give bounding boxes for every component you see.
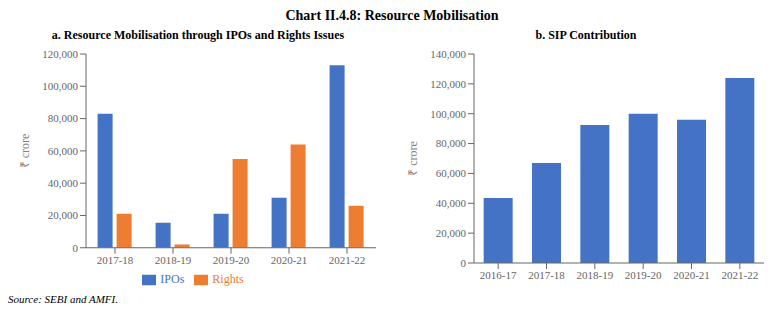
svg-text:2017-18: 2017-18 <box>528 269 565 281</box>
svg-text:60,000: 60,000 <box>48 145 79 157</box>
svg-text:₹ crore: ₹ crore <box>18 134 32 169</box>
html-text:IPOs: IPOs <box>160 271 185 286</box>
svg-text:20,000: 20,000 <box>48 209 79 221</box>
svg-text:120,000: 120,000 <box>42 48 78 60</box>
html-text:b. SIP Contribution: b. SIP Contribution <box>535 28 637 42</box>
svg-text:120,000: 120,000 <box>430 78 466 90</box>
svg-text:20,000: 20,000 <box>436 227 467 239</box>
svg-text:80,000: 80,000 <box>436 137 467 149</box>
svg-text:100,000: 100,000 <box>430 108 466 120</box>
svg-text:₹ crore: ₹ crore <box>406 141 420 176</box>
svg-text:0: 0 <box>73 242 79 254</box>
svg-text:140,000: 140,000 <box>430 48 466 60</box>
html-text:Source: SEBI and AMFI.: Source: SEBI and AMFI. <box>8 293 118 305</box>
html-text:Chart II.4.8: Resource Mobilis: Chart II.4.8: Resource Mobilisation <box>285 8 499 23</box>
svg-text:2019-20: 2019-20 <box>625 269 662 281</box>
svg-text:40,000: 40,000 <box>48 177 79 189</box>
svg-text:0: 0 <box>461 257 467 269</box>
svg-text:2020-21: 2020-21 <box>271 254 308 266</box>
svg-text:100,000: 100,000 <box>42 80 78 92</box>
svg-text:2016-17: 2016-17 <box>480 269 517 281</box>
svg-text:2021-22: 2021-22 <box>721 269 758 281</box>
svg-text:2020-21: 2020-21 <box>673 269 710 281</box>
html-text:Rights: Rights <box>212 271 244 286</box>
svg-text:2017-18: 2017-18 <box>97 254 134 266</box>
svg-text:60,000: 60,000 <box>436 167 467 179</box>
svg-text:40,000: 40,000 <box>436 197 467 209</box>
svg-text:2019-20: 2019-20 <box>213 254 250 266</box>
svg-text:2018-19: 2018-19 <box>576 269 613 281</box>
html-text:a. Resource Mobilisation throu: a. Resource Mobilisation through IPOs an… <box>51 28 345 42</box>
svg-text:2021-22: 2021-22 <box>329 254 366 266</box>
svg-text:2018-19: 2018-19 <box>155 254 192 266</box>
svg-text:80,000: 80,000 <box>48 112 79 124</box>
